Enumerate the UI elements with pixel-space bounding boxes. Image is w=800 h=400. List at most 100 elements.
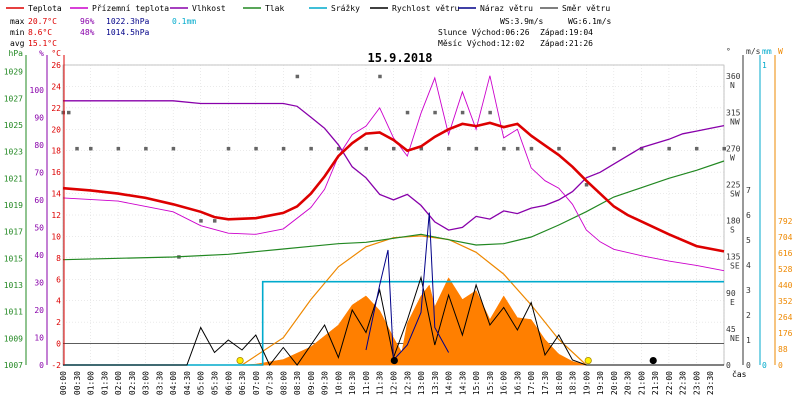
wind-direction-dot — [515, 146, 520, 151]
w-tick-label: 704 — [778, 233, 793, 242]
deg-tick-label: 135 — [726, 253, 741, 262]
ms-axis-label: m/s — [746, 47, 761, 56]
hpa-tick-label: 1023 — [4, 148, 23, 157]
x-tick-label: 05:30 — [210, 371, 219, 395]
x-tick-label: 02:00 — [114, 371, 123, 395]
legend-label: Rychlost větru — [392, 4, 460, 13]
degc-tick-label: -2 — [51, 361, 61, 370]
sun-moon-markers — [236, 356, 657, 365]
pct-tick-label: 70 — [34, 168, 44, 177]
pct-tick-label: 100 — [30, 86, 45, 95]
hpa-tick-label: 1015 — [4, 254, 23, 263]
hpa-tick-label: 1029 — [4, 68, 23, 77]
dir-tick-label: S — [730, 226, 735, 235]
pct-tick-label: 50 — [34, 223, 44, 232]
w-axis-label: W — [778, 47, 783, 56]
x-tick-label: 01:00 — [87, 371, 96, 395]
w-tick-label: 528 — [778, 265, 793, 274]
w-tick-label: 352 — [778, 297, 793, 306]
wind-direction-dot — [281, 146, 286, 151]
x-tick-label: 09:30 — [321, 371, 330, 395]
x-tick-label: 08:30 — [293, 371, 302, 395]
chart-title: 15.9.2018 — [367, 51, 432, 65]
degc-tick-label: 0 — [56, 340, 61, 349]
w-tick-label: 792 — [778, 217, 793, 226]
x-tick-label: 01:30 — [100, 371, 109, 395]
legend-label: Náraz větru — [480, 4, 533, 13]
pct-tick-label: 10 — [34, 333, 44, 342]
x-tick-label: 04:00 — [169, 371, 178, 395]
wind-direction-dot — [309, 146, 313, 151]
w-tick-label: 616 — [778, 249, 793, 258]
x-tick-label: 21:00 — [637, 371, 646, 395]
x-tick-label: 00:30 — [73, 371, 82, 395]
deg-tick-label: 0 — [726, 361, 731, 370]
degc-axis-label: °C — [51, 49, 61, 58]
w-tick-label: 88 — [778, 345, 788, 354]
x-tick-label: 20:00 — [610, 371, 619, 395]
solar-max-curve — [241, 235, 587, 366]
x-tick-label: 13:30 — [431, 371, 440, 395]
x-tick-label: 16:30 — [513, 371, 522, 395]
mm-tick-label: 0 — [762, 361, 767, 370]
deg-tick-label: 180 — [726, 217, 741, 226]
hpa-tick-label: 1027 — [4, 94, 23, 103]
dir-tick-label: NW — [730, 117, 740, 126]
pct-tick-label: 80 — [34, 141, 44, 150]
ms-tick-label: 6 — [746, 211, 751, 220]
ground-temperature-line — [62, 75, 725, 272]
dir-tick-label: SW — [730, 190, 740, 199]
x-tick-label: 12:30 — [403, 371, 412, 395]
degc-tick-label: 8 — [56, 254, 61, 263]
wind-direction-dot — [378, 74, 382, 79]
temperature-line — [62, 121, 725, 253]
stat-min-press: 1014.5hPa — [106, 28, 150, 37]
deg-tick-label: 225 — [726, 181, 741, 190]
x-tick-label: 23:00 — [692, 371, 701, 395]
x-tick-label: 06:30 — [238, 371, 247, 395]
stat-min-label: min — [10, 28, 25, 37]
dir-tick-label: SE — [730, 262, 740, 271]
legend-label: Přízemní teplota — [92, 4, 169, 13]
stat-min-temp: 8.6°C — [28, 28, 52, 37]
degc-tick-label: 10 — [51, 232, 61, 241]
wind-direction-dot — [254, 146, 258, 151]
mm-axis-label: mm — [762, 47, 772, 56]
hpa-tick-label: 1007 — [4, 361, 23, 370]
wind-direction-dot — [419, 146, 424, 151]
stat-max-label: max — [10, 17, 25, 26]
wind-direction-dot — [116, 146, 121, 151]
wind-direction-dot — [667, 146, 671, 151]
dir-tick-label: NE — [730, 334, 740, 343]
deg-tick-label: 315 — [726, 108, 741, 117]
x-tick-label: 03:30 — [155, 371, 164, 395]
wind-direction-dot — [612, 146, 616, 151]
x-tick-label: 08:00 — [279, 371, 288, 395]
ms-tick-label: 4 — [746, 261, 751, 270]
ms-tick-label: 5 — [746, 236, 751, 245]
degc-tick-label: 4 — [56, 297, 61, 306]
wind-speed-info: WS:3.9m/s — [500, 17, 544, 26]
wind-direction-dot — [502, 146, 506, 151]
deg-tick-label: 90 — [726, 289, 736, 298]
moonrise-marker — [390, 356, 398, 365]
sun-set-info: Západ:19:04 — [540, 28, 593, 37]
x-tick-label: 22:00 — [665, 371, 674, 395]
x-tick-label: 19:30 — [596, 371, 605, 395]
x-tick-label: 19:00 — [582, 371, 591, 395]
x-tick-label: 07:30 — [266, 371, 275, 395]
stat-max-press: 1022.3hPa — [106, 17, 150, 26]
wind-direction-dot — [364, 146, 368, 151]
moonset-marker — [649, 356, 657, 365]
degc-tick-label: 12 — [51, 211, 61, 220]
x-tick-label: 02:30 — [128, 371, 137, 395]
pct-axis-label: % — [39, 49, 44, 58]
x-tick-label: 11:30 — [376, 371, 385, 395]
x-tick-label: 17:30 — [541, 371, 550, 395]
x-tick-label: 23:30 — [706, 371, 715, 395]
hpa-tick-label: 1009 — [4, 334, 23, 343]
ms-tick-label: 1 — [746, 336, 751, 345]
x-tick-label: 05:00 — [197, 371, 206, 395]
legend-label: Teplota — [28, 4, 62, 13]
